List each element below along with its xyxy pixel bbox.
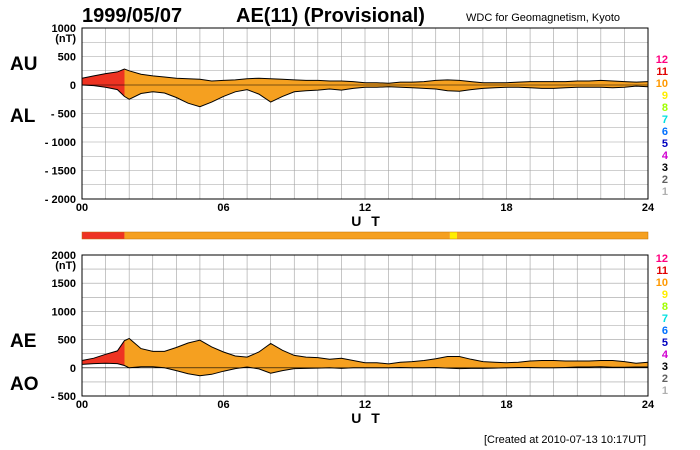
legend-level-6: 6	[662, 126, 668, 138]
y-tick-label: 500	[58, 335, 76, 347]
legend-level-2: 2	[662, 174, 668, 186]
top-panel: 1000 500 0 - 500 - 1000 - 1500 - 2000 (nT) 00 06 1…	[10, 23, 669, 229]
y-tick-label: - 1000	[45, 137, 76, 149]
x-tick-label: 18	[500, 399, 512, 411]
x-tick-label: 18	[500, 202, 512, 214]
area-fill-early	[82, 69, 125, 97]
legend-level-7: 7	[662, 114, 668, 126]
x-tick-label: 00	[76, 202, 88, 214]
legend-level-9: 9	[662, 289, 668, 301]
y-tick-label: 1000	[52, 306, 76, 318]
x-tick-label: 12	[359, 399, 371, 411]
x-axis-label: U T	[351, 410, 383, 426]
legend-level-8: 8	[662, 301, 668, 313]
y-tick-label: 0	[70, 80, 76, 92]
side-label-ae: AE	[10, 331, 36, 352]
y-unit-label: (nT)	[55, 33, 76, 45]
legend-level-4: 4	[662, 150, 669, 162]
legend-level-11: 11	[656, 265, 668, 277]
activity-level-bar	[81, 231, 649, 240]
y-tick-label: - 500	[51, 391, 76, 403]
plot-title: AE(11) (Provisional)	[236, 5, 425, 27]
legend-level-5: 5	[662, 337, 668, 349]
y-tick-label: 1500	[52, 278, 76, 290]
legend-level-8: 8	[662, 102, 668, 114]
y-tick-label: - 500	[51, 109, 76, 121]
data-source: WDC for Geomagnetism, Kyoto	[466, 12, 620, 24]
plot-frame	[81, 254, 649, 397]
legend-level-12: 12	[656, 253, 668, 265]
area-fill	[82, 338, 648, 376]
y-tick-label: 500	[58, 52, 76, 64]
legend-level-7: 7	[662, 313, 668, 325]
activity-segment	[449, 232, 457, 239]
legend-level-9: 9	[662, 90, 668, 102]
y-unit-label: (nT)	[55, 260, 76, 272]
legend-level-3: 3	[662, 361, 668, 373]
activity-segment	[456, 232, 648, 239]
legend-level-6: 6	[662, 325, 668, 337]
area-fill-early	[82, 340, 125, 366]
legend-level-3: 3	[662, 162, 668, 174]
legend-level-11: 11	[656, 66, 668, 78]
x-tick-label: 12	[359, 202, 371, 214]
plot-frame	[81, 27, 649, 200]
x-tick-label: 24	[642, 202, 655, 214]
side-label-al: AL	[10, 106, 36, 127]
x-tick-label: 24	[642, 399, 655, 411]
legend-level-12: 12	[656, 54, 668, 66]
activity-segment	[82, 232, 125, 239]
legend-level-1: 1	[662, 186, 668, 198]
x-axis-label: U T	[351, 213, 383, 229]
activity-bar-frame	[81, 231, 649, 240]
plot-date: 1999/05/07	[82, 5, 182, 27]
x-tick-label: 06	[217, 399, 229, 411]
legend-level-10: 10	[656, 277, 668, 289]
y-tick-label: 0	[70, 363, 76, 375]
y-tick-label: - 2000	[45, 194, 76, 206]
legend-level-4: 4	[662, 349, 669, 361]
x-tick-label: 00	[76, 399, 88, 411]
y-tick-label: 1000	[52, 23, 76, 35]
series-line-al	[81, 84, 649, 108]
activity-segment	[124, 232, 450, 239]
series-line-ae	[81, 337, 649, 365]
legend-level-2: 2	[662, 373, 668, 385]
side-label-au: AU	[10, 54, 37, 75]
side-label-ao: AO	[10, 374, 39, 395]
series-line-au	[81, 68, 649, 84]
creation-timestamp: [Created at 2010-07-13 10:17UT]	[484, 434, 646, 446]
y-tick-label: - 1500	[45, 166, 76, 178]
legend-level-5: 5	[662, 138, 668, 150]
area-fill-group	[82, 338, 648, 376]
y-tick-label: 2000	[52, 250, 76, 262]
legend-level-10: 10	[656, 78, 668, 90]
legend-level-1: 1	[662, 385, 668, 397]
x-tick-label: 06	[217, 202, 229, 214]
